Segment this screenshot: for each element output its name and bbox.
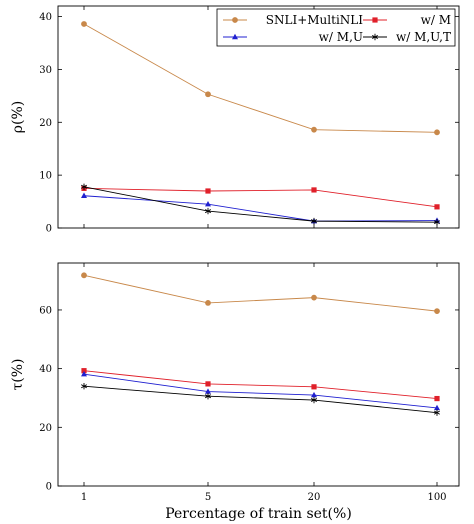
- data-point: [205, 300, 211, 306]
- data-point: [81, 192, 87, 198]
- panel-2: 0 20 40 60 1 5 20 100 τ(%) Percentage of train se…: [10, 262, 460, 522]
- legend-box: [216, 8, 456, 47]
- legend-label: w/ M,U,T: [396, 30, 451, 44]
- y-tick-label: 20: [39, 423, 52, 434]
- y-axis-label: τ(%): [10, 359, 26, 391]
- data-point: [434, 204, 440, 210]
- data-point: [311, 126, 317, 133]
- series-line: [83, 186, 438, 223]
- legend-marker: [232, 17, 238, 23]
- legend-entry: w/ M,U,T: [363, 30, 451, 44]
- x-axis-label: Percentage of train set(%): [165, 506, 352, 522]
- data-point: [434, 218, 440, 226]
- series-4: [81, 383, 440, 416]
- legend-marker: [372, 33, 378, 41]
- series-line: [83, 373, 438, 409]
- data-point: [311, 187, 317, 193]
- series-4: [81, 183, 440, 226]
- legend-label: w/ M: [421, 13, 451, 27]
- series-line: [83, 187, 438, 208]
- data-point: [205, 393, 211, 400]
- data-point: [205, 381, 211, 387]
- data-point: [81, 272, 87, 279]
- legend-label: SNLI+MultiNLI: [266, 13, 363, 27]
- data-point: [434, 404, 440, 411]
- data-point: [205, 207, 211, 215]
- x-tick-label: 1: [81, 492, 87, 503]
- data-point: [81, 371, 87, 377]
- panel-2-frame: [57, 262, 460, 487]
- data-point: [205, 388, 211, 394]
- panel-1: 0 10 20 30 40 ρ(%) SNLI+MultiNLI w/ M w/ M,U w/ M…: [10, 5, 460, 235]
- data-point: [311, 217, 317, 225]
- legend-entry: SNLI+MultiNLI: [223, 13, 363, 27]
- series-2: [81, 368, 440, 402]
- series-line: [83, 274, 438, 312]
- legend-marker: [372, 17, 378, 23]
- y-tick-label: 20: [39, 118, 52, 129]
- data-point: [205, 201, 211, 207]
- data-point: [434, 308, 440, 315]
- series-line: [83, 195, 438, 222]
- y-tick-label: 10: [39, 171, 52, 182]
- data-point: [311, 384, 317, 390]
- y-tick-label: 30: [39, 65, 52, 76]
- data-point: [311, 396, 317, 404]
- data-point: [81, 383, 87, 390]
- legend-entry: w/ M,U: [223, 30, 363, 44]
- data-point: [434, 129, 440, 136]
- y-tick-label: 0: [46, 482, 52, 493]
- series-2: [81, 185, 440, 210]
- data-point: [81, 183, 87, 190]
- data-point: [81, 21, 87, 27]
- data-point: [434, 395, 440, 402]
- panel-1-frame: [57, 5, 460, 229]
- data-point: [311, 391, 317, 398]
- series-line: [83, 370, 438, 400]
- x-tick-label: 100: [427, 492, 446, 503]
- legend-label: w/ M,U: [319, 30, 363, 44]
- legend: SNLI+MultiNLI w/ M w/ M,U w/ M,U,T: [216, 8, 456, 47]
- series-line: [83, 385, 438, 414]
- y-tick-label: 60: [39, 305, 52, 316]
- y-axis-label: ρ(%): [10, 101, 26, 133]
- series-3: [81, 371, 440, 411]
- data-point: [205, 188, 211, 194]
- data-point: [205, 91, 211, 98]
- legend-marker: [232, 33, 238, 40]
- x-tick-label: 20: [308, 492, 321, 503]
- data-point: [434, 409, 440, 416]
- x-tick-label: 5: [205, 492, 211, 503]
- y-tick-label: 40: [39, 12, 52, 23]
- y-tick-label: 0: [46, 224, 52, 235]
- data-point: [81, 368, 87, 374]
- series-1: [81, 21, 440, 136]
- series-1: [81, 272, 440, 315]
- legend-entry: w/ M: [363, 13, 451, 27]
- y-tick-label: 40: [39, 364, 52, 375]
- series-line: [83, 23, 438, 133]
- data-point: [311, 294, 317, 301]
